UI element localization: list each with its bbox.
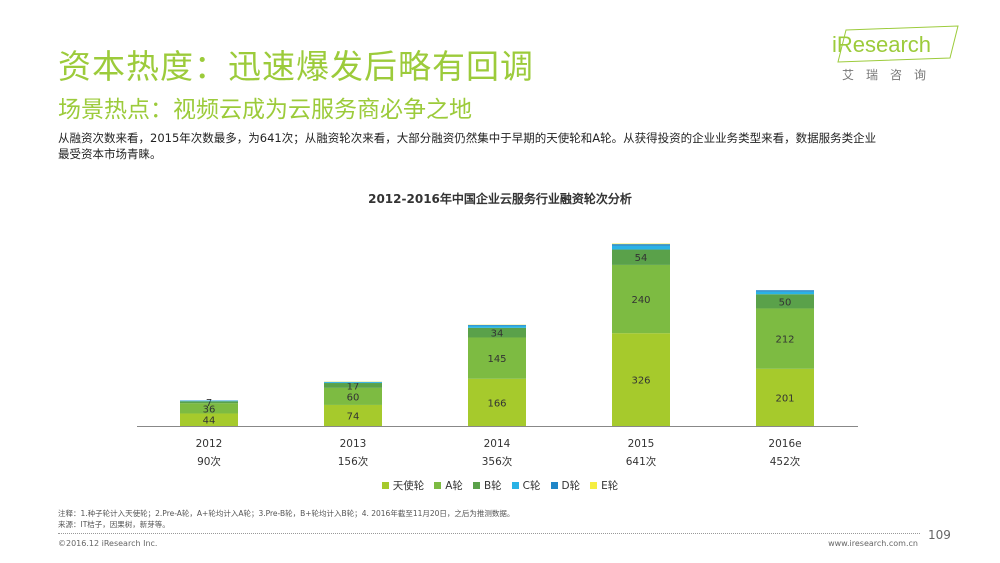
legend-swatch xyxy=(590,482,598,489)
legend-item-B轮: B轮 xyxy=(472,478,502,493)
bar-segment-2015-D轮 xyxy=(612,244,670,246)
legend-label: B轮 xyxy=(483,480,502,492)
bar-segment-2013-B轮 xyxy=(324,383,382,388)
copyright: ©2016.12 iResearch Inc. xyxy=(58,539,158,548)
logo-cn-text: 艾瑞咨询 xyxy=(842,68,939,82)
data-label-2015-B轮: 54 xyxy=(635,253,648,264)
legend-label: 天使轮 xyxy=(392,480,425,492)
legend-label: D轮 xyxy=(561,480,581,492)
data-label-2012-B轮: 7 xyxy=(206,398,212,409)
summary-line-1: 从融资次数来看，2015年次数最多，为641次；从融资轮次来看，大部分融资仍然集… xyxy=(58,131,877,145)
bar-segment-2016e-C轮 xyxy=(756,291,814,295)
data-label-2012-天使轮: 44 xyxy=(203,416,216,427)
bar-segment-2016e-A轮 xyxy=(756,308,814,369)
bar-segment-2014-C轮 xyxy=(468,325,526,328)
logo-banner-icon xyxy=(837,25,959,63)
bar-segment-2013-C轮 xyxy=(324,382,382,384)
legend-item-A轮: A轮 xyxy=(434,478,463,493)
x-tick-label-2016e: 2016e xyxy=(768,438,801,450)
data-label-2013-B轮: 17 xyxy=(347,381,360,392)
footnote-source: 来源：IT桔子，因果树，新芽等。 xyxy=(58,520,170,529)
x-tick-label-2014: 2014 xyxy=(484,438,511,450)
chart-title: 2012-2016年中国企业云服务行业融资轮次分析 xyxy=(368,192,632,206)
bar-segment-2013-A轮 xyxy=(324,387,382,405)
bar-segment-2012-B轮 xyxy=(180,401,238,404)
legend-item-D轮: D轮 xyxy=(550,478,581,493)
legend-label: A轮 xyxy=(445,480,463,492)
summary-line-2: 最受资本市场青睐。 xyxy=(58,147,162,161)
bar-segment-2014-B轮 xyxy=(468,327,526,338)
legend-label: C轮 xyxy=(522,480,541,492)
data-label-2015-A轮: 240 xyxy=(631,295,650,306)
data-label-2013-A轮: 60 xyxy=(347,392,360,403)
chart-legend: 天使轮 A轮 B轮 C轮 D轮 E轮 xyxy=(0,478,1000,493)
bar-segment-2014-A轮 xyxy=(468,337,526,379)
bar-segment-2014-D轮 xyxy=(468,324,526,326)
bar-segment-2015-C轮 xyxy=(612,245,670,250)
bar-segment-2012-A轮 xyxy=(180,403,238,414)
bar-segment-2015-E轮 xyxy=(612,243,670,245)
data-label-2016e-天使轮: 201 xyxy=(775,393,794,404)
bar-segment-2012-天使轮 xyxy=(180,413,238,426)
legend-label: E轮 xyxy=(601,480,619,492)
page-subtitle: 场景热点：视频云成为云服务商必争之地 xyxy=(58,97,472,123)
legend-item-天使轮: 天使轮 xyxy=(381,478,425,493)
legend-swatch xyxy=(472,482,480,489)
footnote-note: 注释：1.种子轮计入天使轮；2.Pre-A轮，A+轮均计入A轮；3.Pre-B轮… xyxy=(58,509,515,518)
total-label-2013: 156次 xyxy=(338,455,369,468)
bar-segment-2016e-D轮 xyxy=(756,290,814,292)
legend-swatch xyxy=(511,482,519,489)
bar-segment-2014-天使轮 xyxy=(468,378,526,426)
legend-swatch xyxy=(550,482,558,489)
total-label-2015: 641次 xyxy=(626,455,657,468)
total-label-2012: 90次 xyxy=(197,455,221,468)
page-title: 资本热度：迅速爆发后略有回调 xyxy=(58,47,534,86)
legend-swatch xyxy=(434,482,442,489)
legend-item-E轮: E轮 xyxy=(590,478,618,493)
footer-divider xyxy=(58,533,920,534)
data-label-2014-B轮: 34 xyxy=(491,329,504,340)
bar-segment-2015-天使轮 xyxy=(612,333,670,426)
data-label-2013-天使轮: 74 xyxy=(347,411,360,422)
bar-segment-2015-B轮 xyxy=(612,249,670,265)
x-tick-label-2015: 2015 xyxy=(628,438,655,450)
bar-segment-2015-A轮 xyxy=(612,264,670,334)
data-label-2016e-A轮: 212 xyxy=(775,335,794,346)
data-label-2014-天使轮: 166 xyxy=(487,398,506,409)
bar-segment-2012-C轮 xyxy=(180,400,238,402)
legend-item-C轮: C轮 xyxy=(511,478,541,493)
x-tick-label-2012: 2012 xyxy=(196,438,223,450)
page-number: 109 xyxy=(928,528,951,542)
total-label-2016e: 452次 xyxy=(770,455,801,468)
bar-segment-2013-天使轮 xyxy=(324,404,382,426)
data-label-2016e-B轮: 50 xyxy=(779,297,792,308)
iresearch-logo: iResearch 艾瑞咨询 xyxy=(832,24,962,84)
total-label-2014: 356次 xyxy=(482,455,513,468)
x-tick-label-2013: 2013 xyxy=(340,438,367,450)
footnotes: 注释：1.种子轮计入天使轮；2.Pre-A轮，A+轮均计入A轮；3.Pre-B轮… xyxy=(58,508,514,530)
bar-segment-2016e-天使轮 xyxy=(756,368,814,426)
bar-segment-2016e-B轮 xyxy=(756,294,814,309)
legend-swatch xyxy=(381,482,389,489)
website-link: www.iresearch.com.cn xyxy=(828,539,918,548)
summary-text: 从融资次数来看，2015年次数最多，为641次；从融资轮次来看，大部分融资仍然集… xyxy=(58,130,948,162)
data-label-2015-天使轮: 326 xyxy=(631,376,650,387)
data-label-2012-A轮: 36 xyxy=(203,404,216,415)
logo-brand: iResearch xyxy=(832,32,932,57)
data-label-2014-A轮: 145 xyxy=(487,354,506,365)
